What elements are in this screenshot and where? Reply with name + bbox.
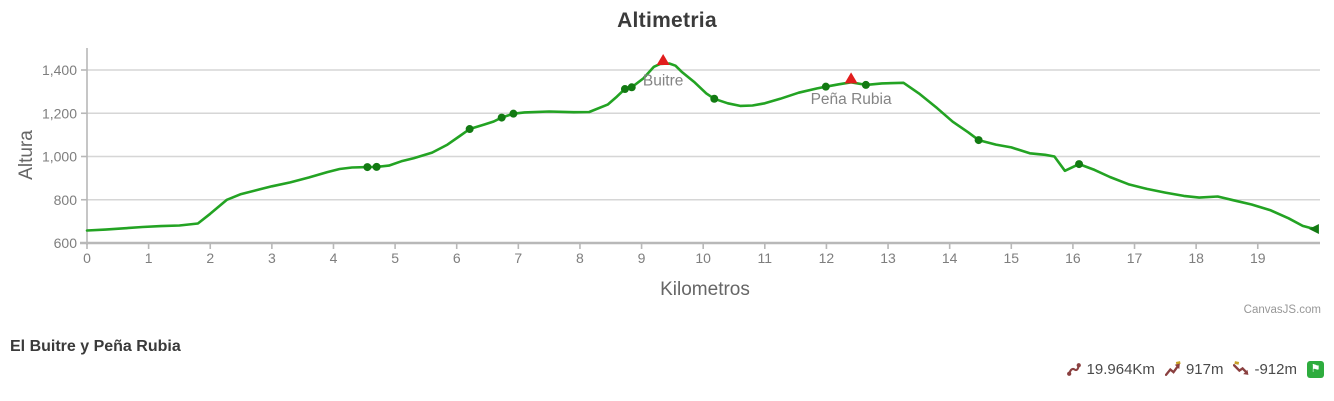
svg-text:1,400: 1,400 xyxy=(42,62,77,78)
svg-text:14: 14 xyxy=(942,250,958,266)
svg-text:600: 600 xyxy=(54,235,78,251)
svg-text:6: 6 xyxy=(453,250,461,266)
stat-descent: -912m xyxy=(1233,361,1297,378)
peak-triangle-icon xyxy=(844,72,858,84)
route-stats: 19.964Km 917m -912m ⚑ xyxy=(1066,361,1324,378)
elevation-line xyxy=(85,62,1319,232)
stat-descent-value: -912m xyxy=(1254,361,1297,378)
y-axis-title: Altura xyxy=(16,130,37,180)
svg-text:18: 18 xyxy=(1188,250,1204,266)
peak-label: Peña Rubia xyxy=(811,91,892,108)
svg-text:9: 9 xyxy=(638,250,646,266)
stat-distance: 19.964Km xyxy=(1066,361,1155,378)
svg-text:1: 1 xyxy=(145,250,153,266)
svg-text:19: 19 xyxy=(1250,250,1266,266)
svg-text:5: 5 xyxy=(391,250,399,266)
peak-markers: Buitre Peña Rubia xyxy=(643,53,892,108)
svg-text:16: 16 xyxy=(1065,250,1081,266)
svg-text:2: 2 xyxy=(206,250,214,266)
y-gridlines xyxy=(87,69,1320,201)
track-end-marker xyxy=(1308,223,1319,234)
x-tick-labels: 0 1 2 3 4 5 6 7 8 9 10 11 12 13 14 15 16 17 18 19 xyxy=(83,243,1266,266)
total-ascent-icon xyxy=(1164,361,1181,376)
svg-text:8: 8 xyxy=(576,250,584,266)
svg-text:12: 12 xyxy=(819,250,835,266)
svg-text:3: 3 xyxy=(268,250,276,266)
svg-text:7: 7 xyxy=(514,250,522,266)
stat-ascent: 917m xyxy=(1164,361,1224,378)
y-tick-labels: 600 800 1,000 1,200 1,400 xyxy=(42,62,87,251)
svg-text:0: 0 xyxy=(83,250,91,266)
svg-text:1,000: 1,000 xyxy=(42,149,77,165)
svg-text:15: 15 xyxy=(1003,250,1019,266)
route-title: El Buitre y Peña Rubia xyxy=(10,338,181,355)
chart-title: Altimetria xyxy=(617,9,717,32)
trail-flag-badge-icon[interactable]: ⚑ xyxy=(1307,361,1324,378)
peak-triangle-icon xyxy=(656,53,670,65)
svg-text:10: 10 xyxy=(695,250,711,266)
route-distance-icon xyxy=(1066,363,1081,376)
canvasjs-watermark-link[interactable]: CanvasJS.com xyxy=(1243,304,1321,316)
svg-text:11: 11 xyxy=(758,250,773,266)
svg-text:800: 800 xyxy=(54,192,78,208)
total-descent-icon xyxy=(1233,361,1249,375)
stat-distance-value: 19.964Km xyxy=(1086,361,1155,378)
stat-ascent-value: 917m xyxy=(1185,361,1224,378)
axes xyxy=(80,48,1320,245)
svg-text:1,200: 1,200 xyxy=(42,105,77,121)
data-point-markers xyxy=(363,80,1084,172)
svg-text:4: 4 xyxy=(330,250,338,266)
svg-text:17: 17 xyxy=(1127,250,1143,266)
svg-text:13: 13 xyxy=(880,250,896,266)
x-axis-title: Kilometros xyxy=(660,279,750,300)
peak-label: Buitre xyxy=(643,72,684,89)
